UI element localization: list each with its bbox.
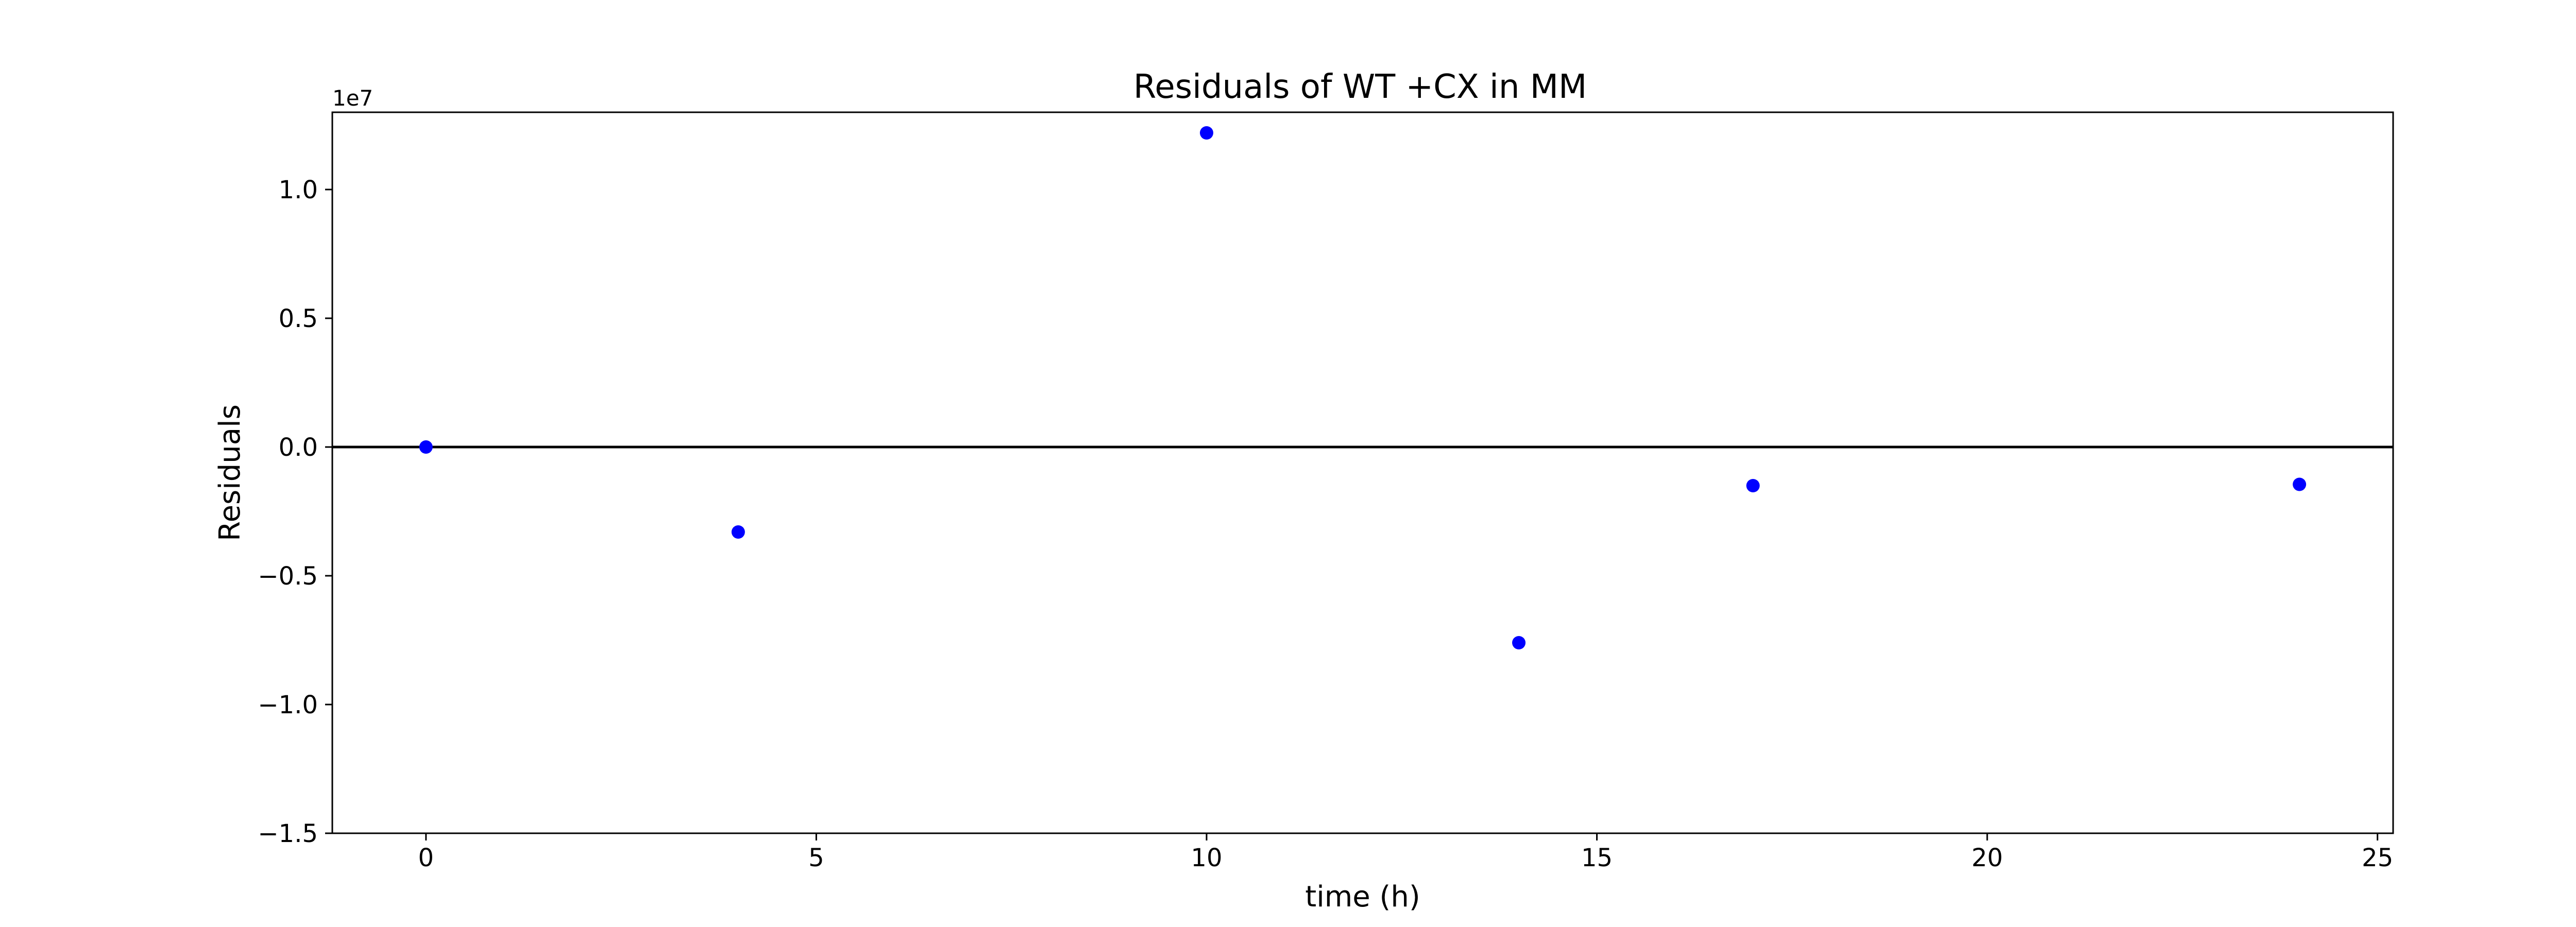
data-point [1746, 479, 1760, 492]
chart-title: Residuals of WT +CX in MM [1133, 68, 1587, 106]
x-axis-label: time (h) [1305, 880, 1420, 914]
data-points [419, 126, 2307, 649]
data-point [1199, 126, 1213, 140]
y-tick-label: −1.5 [258, 819, 318, 848]
y-tick-label: −1.0 [258, 691, 318, 719]
data-point [731, 525, 745, 539]
plot-area [331, 111, 2394, 834]
y-tick-label: −0.5 [258, 562, 318, 591]
y-tick-label: 0.0 [279, 433, 318, 462]
x-tick-label: 0 [418, 844, 434, 872]
y-axis-label: Residuals [213, 404, 247, 541]
data-point [1512, 636, 1526, 649]
x-tick-label: 20 [1972, 844, 2003, 872]
y-tick-label: 0.5 [279, 304, 318, 333]
y-tick-label: 1.0 [279, 176, 318, 204]
x-tick-label: 5 [808, 844, 824, 872]
x-tick-label: 10 [1191, 844, 1222, 872]
x-axis: 0 5 10 15 20 25 [418, 833, 2393, 872]
data-point [2293, 477, 2307, 491]
axes-frame [331, 111, 2394, 834]
x-tick-label: 15 [1581, 844, 1613, 872]
y-offset-label: 1e7 [332, 85, 373, 111]
x-tick-label: 25 [2362, 844, 2393, 872]
data-point [419, 440, 433, 454]
y-axis: −1.5 −1.0 −0.5 0.0 0.5 1.0 [258, 176, 332, 848]
